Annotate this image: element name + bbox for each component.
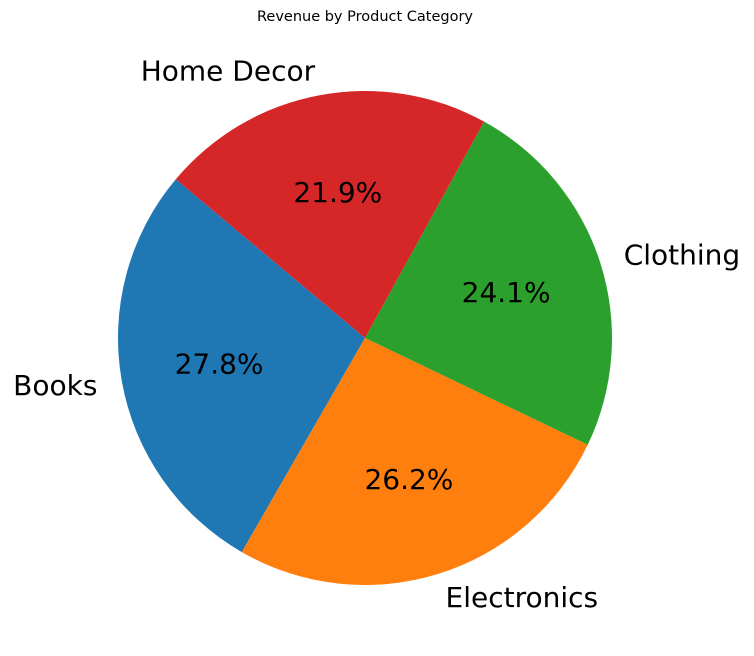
category-label: Books [13,369,97,402]
percent-label: 26.2% [364,463,453,496]
category-label: Electronics [446,581,599,614]
category-label: Clothing [624,239,740,272]
category-label: Home Decor [141,54,316,87]
percent-label: 27.8% [175,347,264,380]
percent-label: 21.9% [293,176,382,209]
pie-slice-electronics [241,338,588,585]
percent-label: 24.1% [462,276,551,309]
pie-slices [117,91,613,585]
pie-slice-home-decor [175,91,485,338]
pie-labels: Books 27.8% Electronics 26.2% Clothing 24.1% H… [13,54,740,614]
chart-title: Revenue by Product Category [257,9,473,25]
pie-slice-clothing [365,121,613,445]
pie-slice-books [117,179,365,553]
